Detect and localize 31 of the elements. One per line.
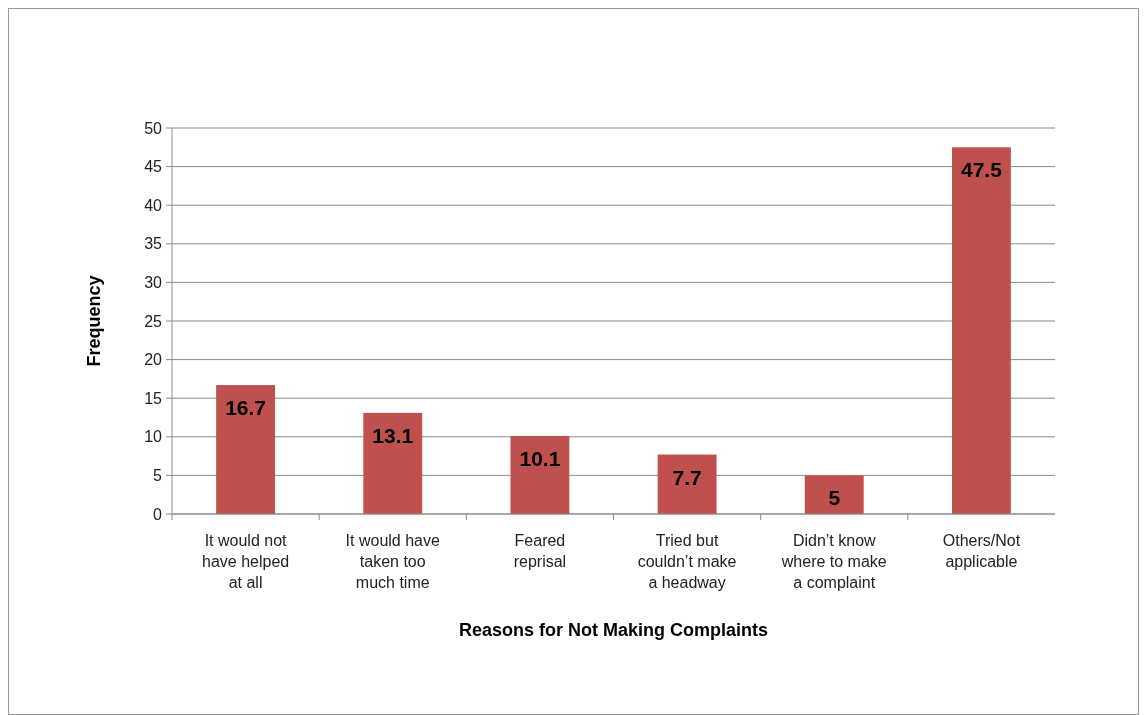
- y-tick-label: 50: [144, 119, 163, 137]
- y-tick-label: 0: [153, 505, 163, 523]
- data-label: 13.1: [372, 423, 414, 447]
- y-tick-label: 40: [144, 196, 163, 214]
- data-label: 5: [828, 486, 841, 510]
- y-tick-label: 35: [144, 235, 163, 253]
- y-tick-label: 20: [144, 351, 163, 369]
- y-tick-label: 10: [144, 428, 163, 446]
- x-axis-title: Reasons for Not Making Complaints: [458, 620, 769, 640]
- x-tick-label: Others/Not applicable: [942, 532, 1021, 570]
- y-axis-title: Frequency: [84, 275, 104, 367]
- data-label: 47.5: [960, 158, 1003, 182]
- data-label: 7.7: [672, 465, 702, 489]
- bar: [951, 147, 1011, 514]
- y-tick-label: 30: [144, 274, 163, 291]
- data-label: 10.1: [519, 447, 561, 471]
- y-tick-label: 5: [153, 467, 163, 484]
- y-tick-label: 15: [144, 389, 163, 407]
- y-tick-label: 45: [144, 158, 163, 176]
- x-tick-label: Tried but couldn’t make a headway: [637, 532, 737, 591]
- bar: [804, 475, 864, 514]
- x-tick-label: It would have taken too much time: [345, 532, 440, 591]
- x-tick-label: Feared reprisal: [513, 532, 567, 570]
- y-tick-label: 25: [144, 312, 163, 330]
- data-label: 16.7: [225, 396, 267, 420]
- bar: [657, 454, 717, 514]
- bar: [363, 412, 423, 514]
- bar: [510, 436, 570, 514]
- x-tick-label: It would not have helped at all: [201, 532, 290, 591]
- bar: [216, 385, 276, 514]
- x-tick-label: Didn’t know where to make a complaint: [780, 532, 887, 591]
